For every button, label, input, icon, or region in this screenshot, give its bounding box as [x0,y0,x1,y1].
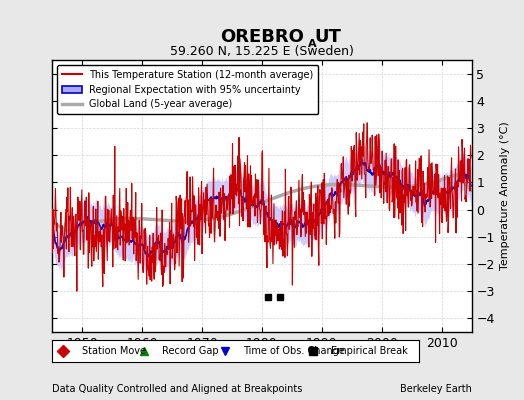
Text: 59.260 N, 15.225 E (Sweden): 59.260 N, 15.225 E (Sweden) [170,45,354,58]
Text: OREBRO: OREBRO [220,28,304,46]
Text: Station Move: Station Move [82,346,146,356]
Text: Berkeley Earth: Berkeley Earth [400,384,472,394]
Text: Empirical Break: Empirical Break [331,346,408,356]
Y-axis label: Temperature Anomaly (°C): Temperature Anomaly (°C) [500,122,510,270]
Text: A: A [308,39,316,49]
Text: Data Quality Controlled and Aligned at Breakpoints: Data Quality Controlled and Aligned at B… [52,384,303,394]
Text: Time of Obs. Change: Time of Obs. Change [243,346,345,356]
Legend: This Temperature Station (12-month average), Regional Expectation with 95% uncer: This Temperature Station (12-month avera… [57,65,319,114]
Text: Record Gap: Record Gap [162,346,219,356]
Text: UT: UT [314,28,341,46]
